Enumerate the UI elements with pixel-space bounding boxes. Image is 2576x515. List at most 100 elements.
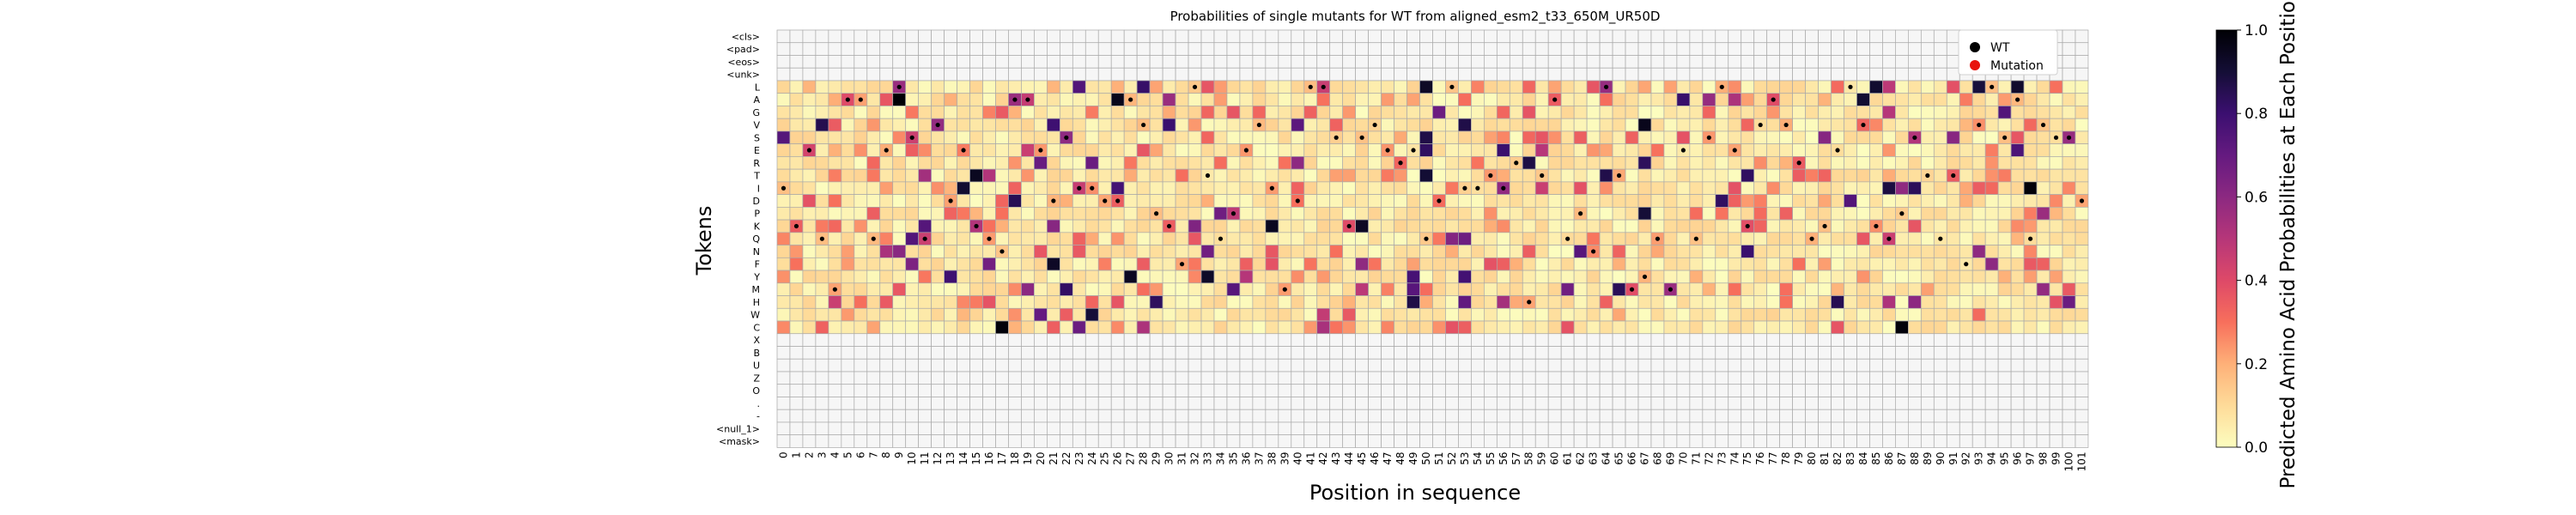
heatmap-cell <box>931 409 945 423</box>
heatmap-cell <box>1458 282 1472 296</box>
heatmap-cell <box>1047 232 1060 245</box>
y-tick-label: <unk> <box>726 70 760 81</box>
heatmap-cell <box>1971 245 1986 258</box>
heatmap-cell <box>1702 434 1716 448</box>
heatmap-cell <box>776 282 791 296</box>
heatmap-cell <box>1394 257 1407 271</box>
y-tick-label: <mask> <box>719 436 760 447</box>
colorbar-tick-label: 0.2 <box>2245 356 2268 373</box>
heatmap-cell <box>1175 384 1189 397</box>
heatmap-cell <box>1869 207 1883 221</box>
heatmap-cell <box>1637 42 1652 56</box>
heatmap-cell <box>802 80 817 94</box>
heatmap-cell <box>1612 80 1626 94</box>
heatmap-cell <box>1008 384 1022 397</box>
heatmap-cell <box>1844 207 1857 221</box>
heatmap-cell <box>879 295 894 309</box>
heatmap-cell <box>1110 156 1125 170</box>
heatmap-cell <box>1895 93 1909 106</box>
heatmap-cell <box>1650 409 1665 423</box>
heatmap-cell <box>1753 434 1768 448</box>
heatmap-cell <box>1792 232 1806 245</box>
wt-marker <box>781 185 787 191</box>
heatmap-cell <box>1650 207 1665 221</box>
heatmap-cell <box>789 371 804 385</box>
heatmap-cell <box>776 106 791 119</box>
heatmap-cell <box>1471 346 1485 360</box>
heatmap-cell <box>2023 384 2038 397</box>
heatmap-cell <box>1637 346 1652 360</box>
heatmap-cell <box>905 181 920 195</box>
wt-marker <box>2040 122 2046 128</box>
wt-marker <box>1527 300 1532 305</box>
heatmap-cell <box>1971 421 1986 436</box>
heatmap-cell <box>1650 118 1665 132</box>
x-tick-label: 11 <box>919 451 931 464</box>
heatmap-cell <box>1406 181 1420 195</box>
heatmap-cell <box>1342 118 1357 132</box>
heatmap-cell <box>1496 257 1510 271</box>
heatmap-cell <box>1586 106 1601 119</box>
heatmap-cell <box>1831 282 1844 296</box>
heatmap-cell <box>892 409 907 423</box>
heatmap-cell <box>1895 384 1909 397</box>
heatmap-cell <box>944 358 957 373</box>
heatmap-cell <box>1895 143 1909 157</box>
heatmap-cell <box>2062 93 2076 106</box>
heatmap-cell <box>1547 397 1562 410</box>
heatmap-cell <box>892 168 907 183</box>
heatmap-cell <box>1831 67 1844 82</box>
heatmap-cell <box>957 93 970 106</box>
heatmap-cell <box>2049 270 2063 284</box>
heatmap-cell <box>931 80 945 94</box>
heatmap-cell <box>1149 434 1163 448</box>
heatmap-cell <box>1895 320 1909 335</box>
heatmap-cell <box>1509 358 1523 373</box>
heatmap-cell <box>1175 358 1189 373</box>
heatmap-cell <box>957 55 970 69</box>
heatmap-cell <box>1869 42 1883 56</box>
heatmap-cell <box>1766 106 1781 119</box>
heatmap-cell <box>1097 55 1112 69</box>
heatmap-cell <box>1689 130 1704 145</box>
heatmap-cell <box>1997 118 2012 132</box>
heatmap-cell <box>1534 371 1549 385</box>
heatmap-cell <box>1650 307 1665 322</box>
heatmap-cell <box>1432 219 1446 233</box>
heatmap-cell <box>1844 130 1857 145</box>
heatmap-cell <box>789 93 804 106</box>
heatmap-cell <box>1059 156 1073 170</box>
heatmap-cell <box>789 156 804 170</box>
heatmap-cell <box>854 282 868 296</box>
heatmap-cell <box>1021 307 1035 322</box>
heatmap-cell <box>1612 207 1626 221</box>
x-tick-label: 44 <box>1343 451 1355 464</box>
heatmap-cell <box>2075 409 2089 423</box>
heatmap-cell <box>1226 421 1241 436</box>
heatmap-cell <box>879 257 894 271</box>
heatmap-cell <box>2062 307 2076 322</box>
heatmap-cell <box>969 118 983 132</box>
heatmap-cell <box>1047 143 1060 157</box>
heatmap-cell <box>1278 143 1292 157</box>
heatmap-cell <box>1394 371 1407 385</box>
colorbar-tick-label: 0.6 <box>2245 189 2268 206</box>
heatmap-cell <box>1432 207 1446 221</box>
heatmap-cell <box>1445 307 1459 322</box>
heatmap-cell <box>1792 397 1806 410</box>
heatmap-cell <box>1920 207 1935 221</box>
heatmap-cell <box>1047 295 1060 309</box>
heatmap-cell <box>1021 156 1035 170</box>
heatmap-cell <box>1368 397 1382 410</box>
heatmap-cell <box>1047 333 1060 347</box>
heatmap-cell <box>1676 194 1691 208</box>
heatmap-cell <box>2075 358 2089 373</box>
heatmap-cell <box>1123 42 1138 56</box>
heatmap-cell <box>1792 143 1806 157</box>
heatmap-cell <box>1599 55 1613 69</box>
x-tick-label: 69 <box>1664 451 1676 464</box>
heatmap-cell <box>1483 67 1498 82</box>
heatmap-cell <box>828 130 842 145</box>
heatmap-cell <box>1650 384 1665 397</box>
heatmap-cell <box>1123 270 1138 284</box>
